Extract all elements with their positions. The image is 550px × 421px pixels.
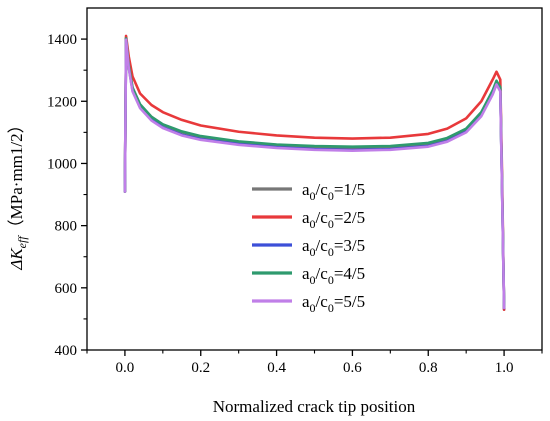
y-axis-title-unit: （MPa·mm1/2） xyxy=(7,116,26,236)
legend-label-part: =1/5 xyxy=(334,180,365,199)
legend: a0/c0=1/5a0/c0=2/5a0/c0=3/5a0/c0=4/5a0/c… xyxy=(252,180,365,315)
legend-label: a0/c0=2/5 xyxy=(302,208,365,231)
y-tick-label: 1000 xyxy=(47,156,77,172)
y-axis: 400 600 800 1000 1200 1400 xyxy=(47,32,87,359)
legend-label-part: 0 xyxy=(310,273,316,287)
series-line xyxy=(123,34,506,311)
y-tick-label: 400 xyxy=(55,343,78,359)
y-axis-title: ΔKeff（MPa·mm1/2） xyxy=(7,116,29,270)
legend-label: a0/c0=4/5 xyxy=(302,264,365,287)
legend-label-part: /c xyxy=(316,208,329,227)
series-line xyxy=(123,36,506,311)
legend-label-part: 0 xyxy=(310,189,316,203)
x-tick-label: 1.0 xyxy=(495,360,514,376)
legend-label-part: 0 xyxy=(310,301,316,315)
legend-label-part: 0 xyxy=(328,245,334,259)
legend-label-part: 0 xyxy=(310,245,316,259)
y-tick-label: 600 xyxy=(55,281,78,297)
x-axis: 0.0 0.2 0.4 0.6 0.8 1.0 xyxy=(86,350,543,376)
x-tick-label: 0.4 xyxy=(267,360,286,376)
legend-label-part: 0 xyxy=(328,273,334,287)
y-tick-label: 1400 xyxy=(47,32,77,48)
legend-label-part: /c xyxy=(316,180,329,199)
series-lines xyxy=(123,34,506,311)
legend-label-part: /c xyxy=(316,236,329,255)
legend-label-part: /c xyxy=(316,264,329,283)
legend-label-part: =3/5 xyxy=(334,236,365,255)
legend-label-part: =2/5 xyxy=(334,208,365,227)
x-tick-label: 0.8 xyxy=(419,360,438,376)
legend-label-part: 0 xyxy=(328,217,334,231)
legend-label-part: a xyxy=(302,180,310,199)
series-line xyxy=(123,38,506,310)
x-tick-label: 0.0 xyxy=(116,360,135,376)
legend-label-part: a xyxy=(302,292,310,311)
x-axis-title: Normalized crack tip position xyxy=(213,397,416,416)
series-line xyxy=(123,37,506,310)
legend-label-part: 0 xyxy=(310,217,316,231)
legend-label: a0/c0=1/5 xyxy=(302,180,365,203)
x-tick-label: 0.2 xyxy=(191,360,210,376)
legend-label-part: 0 xyxy=(328,301,334,315)
y-axis-title-subscript: eff xyxy=(15,235,29,249)
legend-label-part: =5/5 xyxy=(334,292,365,311)
y-tick-label: 1200 xyxy=(47,94,77,110)
legend-label: a0/c0=3/5 xyxy=(302,236,365,259)
legend-label-part: a xyxy=(302,236,310,255)
y-tick-label: 800 xyxy=(55,219,78,235)
legend-label-part: /c xyxy=(316,292,329,311)
legend-label-part: a xyxy=(302,264,310,283)
legend-label-part: a xyxy=(302,208,310,227)
x-tick-label: 0.6 xyxy=(343,360,362,376)
legend-label-part: =4/5 xyxy=(334,264,365,283)
legend-label: a0/c0=5/5 xyxy=(302,292,365,315)
y-axis-title-delta: ΔK xyxy=(7,247,26,271)
series-line xyxy=(123,37,506,309)
legend-label-part: 0 xyxy=(328,189,334,203)
plot-frame xyxy=(86,7,543,351)
